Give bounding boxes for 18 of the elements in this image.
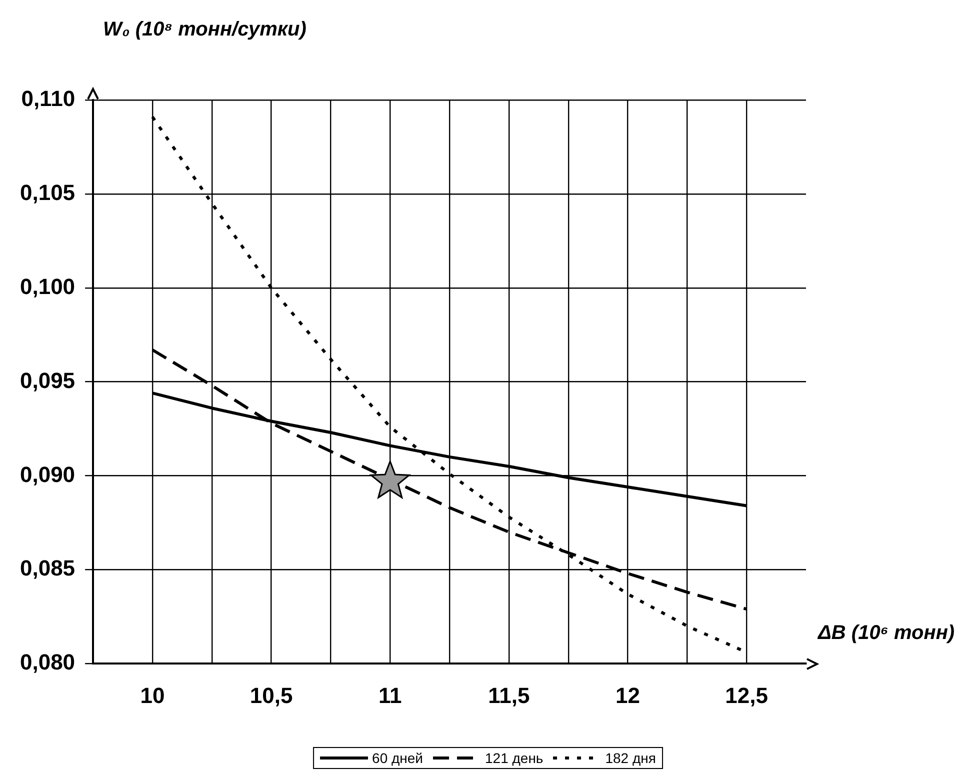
y-tick-label: 0,105 (20, 180, 76, 205)
y-tick-label: 0,110 (21, 86, 76, 112)
x-axis-title: ΔB (10⁶ тонн) (817, 622, 955, 644)
legend-label: 121 день (485, 750, 544, 766)
x-tick-label: 10 (140, 682, 165, 708)
y-tick-label: 0,080 (20, 650, 76, 675)
x-tick-label: 10,5 (250, 682, 293, 708)
y-tick-label: 0,085 (20, 556, 76, 581)
x-tick-label: 12,5 (725, 682, 768, 708)
y-tick-label: 0,100 (20, 274, 76, 299)
x-tick-label: 12 (616, 682, 640, 708)
x-tick-label: 11 (378, 682, 402, 708)
legend-label: 60 дней (372, 750, 423, 766)
x-tick-label: 11,5 (488, 682, 530, 708)
y-tick-label: 0,090 (20, 462, 76, 487)
legend-label: 182 дня (605, 750, 656, 766)
y-tick-label: 0,095 (20, 368, 76, 393)
y-axis-title: W₀ (10⁸ тонн/сутки) (103, 18, 307, 41)
